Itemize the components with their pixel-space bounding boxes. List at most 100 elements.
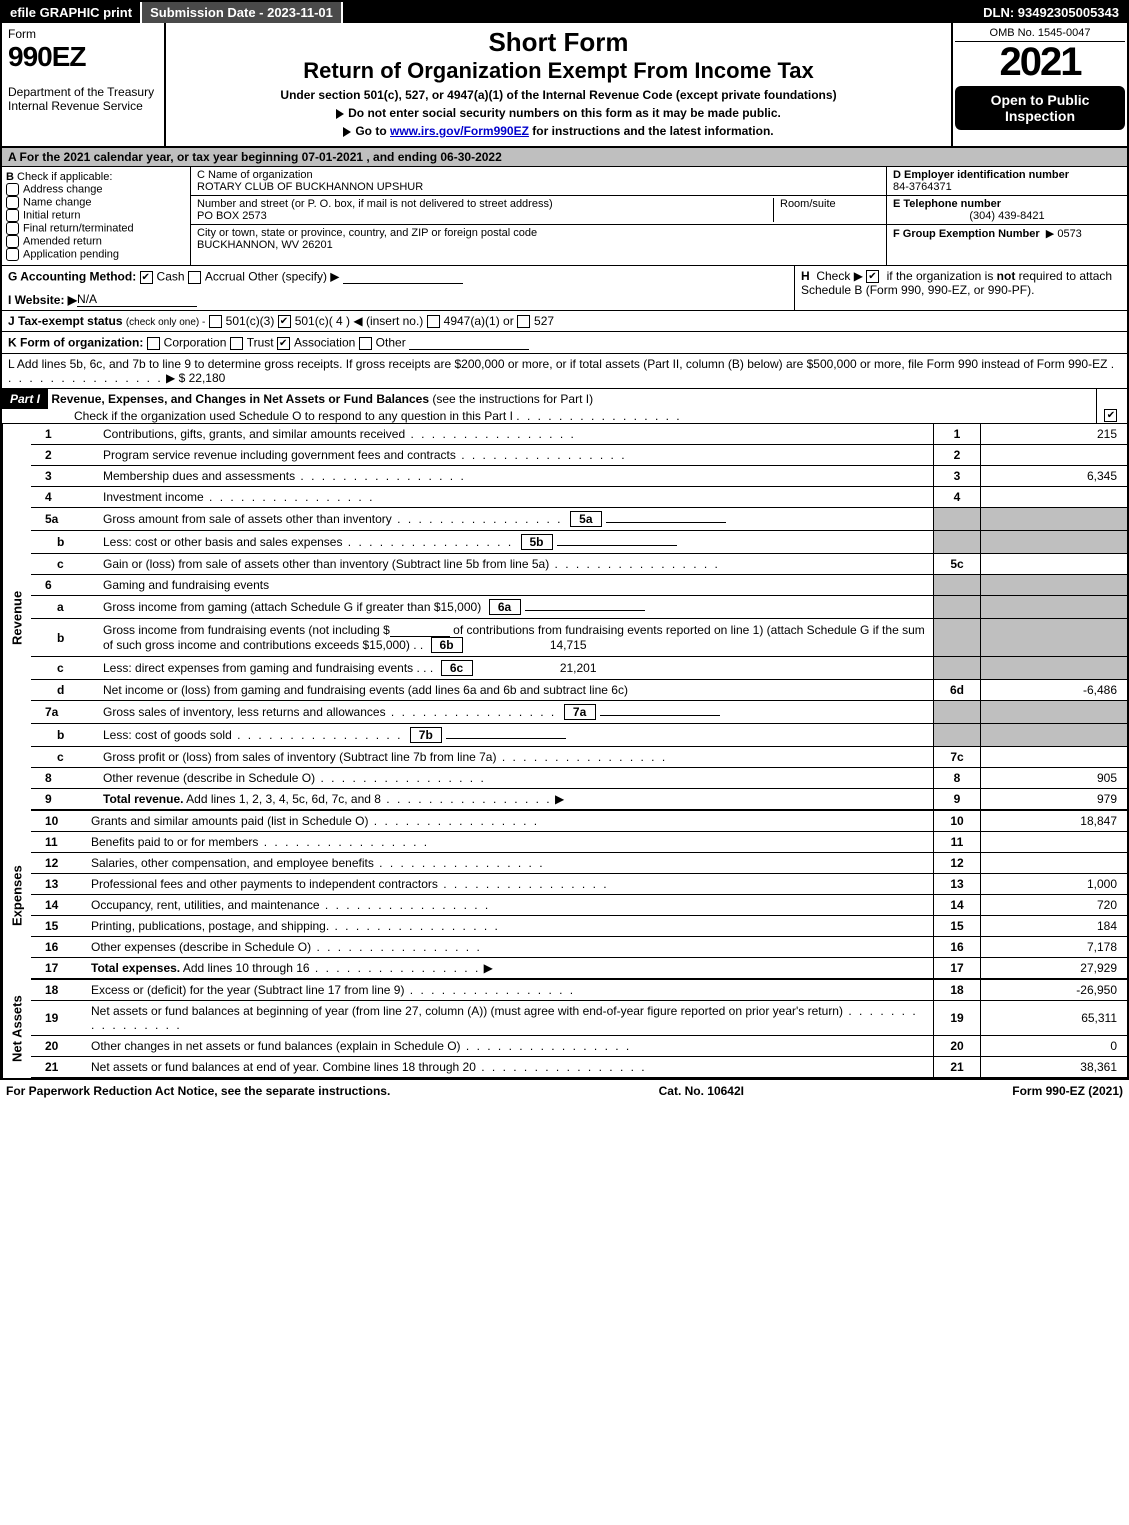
- line-21: 21Net assets or fund balances at end of …: [31, 1057, 1127, 1078]
- city-state-zip: BUCKHANNON, WV 26201: [197, 239, 333, 251]
- form-990ez: efile GRAPHIC print Submission Date - 20…: [0, 0, 1129, 1080]
- open-inspection: Open to Public Inspection: [955, 86, 1125, 130]
- header-left: Form 990EZ Department of the Treasury In…: [2, 23, 166, 146]
- arrow-icon: [343, 127, 351, 137]
- line-20: 20Other changes in net assets or fund ba…: [31, 1036, 1127, 1057]
- ssn-warning: Do not enter social security numbers on …: [170, 106, 947, 120]
- check-corp[interactable]: [147, 337, 160, 350]
- foot-mid: Cat. No. 10642I: [659, 1084, 744, 1098]
- netassets-section: Net Assets 18Excess or (deficit) for the…: [2, 980, 1127, 1078]
- check-final[interactable]: [6, 222, 19, 235]
- line-4: 4Investment income4: [31, 487, 1127, 508]
- check-527[interactable]: [517, 315, 530, 328]
- line-6c: cLess: direct expenses from gaming and f…: [31, 657, 1127, 680]
- line-2: 2Program service revenue including gover…: [31, 445, 1127, 466]
- line-6b: bGross income from fundraising events (n…: [31, 619, 1127, 657]
- tax-year: 2021: [955, 42, 1125, 82]
- dln: DLN: 93492305005343: [975, 2, 1127, 23]
- expenses-side-label: Expenses: [2, 811, 31, 980]
- header-right: OMB No. 1545-0047 2021 Open to Public In…: [951, 23, 1127, 146]
- expenses-section: Expenses 10Grants and similar amounts pa…: [2, 811, 1127, 980]
- irs-link[interactable]: www.irs.gov/Form990EZ: [390, 124, 529, 138]
- efile-print[interactable]: efile GRAPHIC print: [2, 2, 142, 23]
- goto-line: Go to www.irs.gov/Form990EZ for instruct…: [170, 124, 947, 138]
- line-8: 8Other revenue (describe in Schedule O)8…: [31, 768, 1127, 789]
- line-12: 12Salaries, other compensation, and empl…: [31, 853, 1127, 874]
- line-7b: bLess: cost of goods sold 7b: [31, 724, 1127, 747]
- netassets-side-label: Net Assets: [2, 980, 31, 1078]
- return-title: Return of Organization Exempt From Incom…: [170, 58, 947, 84]
- row-a-period: A For the 2021 calendar year, or tax yea…: [2, 148, 1127, 167]
- street: PO BOX 2573: [197, 210, 267, 222]
- line-17: 17Total expenses. Add lines 10 through 1…: [31, 958, 1127, 980]
- check-sched-o[interactable]: [1104, 409, 1117, 422]
- check-other-org[interactable]: [359, 337, 372, 350]
- phone: (304) 439-8421: [893, 210, 1121, 222]
- line-1: 1Contributions, gifts, grants, and simil…: [31, 424, 1127, 445]
- short-form-title: Short Form: [170, 27, 947, 58]
- under-section: Under section 501(c), 527, or 4947(a)(1)…: [170, 88, 947, 102]
- dept-line1: Department of the Treasury: [8, 85, 158, 99]
- line-16: 16Other expenses (describe in Schedule O…: [31, 937, 1127, 958]
- line-13: 13Professional fees and other payments t…: [31, 874, 1127, 895]
- line-7c: cGross profit or (loss) from sales of in…: [31, 747, 1127, 768]
- check-initial[interactable]: [6, 209, 19, 222]
- revenue-section: Revenue 1Contributions, gifts, grants, a…: [2, 424, 1127, 811]
- line-9: 9Total revenue. Add lines 1, 2, 3, 4, 5c…: [31, 789, 1127, 811]
- dept-line2: Internal Revenue Service: [8, 99, 158, 113]
- check-name[interactable]: [6, 196, 19, 209]
- submission-date: Submission Date - 2023-11-01: [142, 2, 343, 23]
- footer: For Paperwork Reduction Act Notice, see …: [0, 1080, 1129, 1102]
- form-header: Form 990EZ Department of the Treasury In…: [2, 23, 1127, 148]
- group-exemption: 0573: [1057, 228, 1081, 240]
- check-501c[interactable]: [278, 315, 291, 328]
- arrow-icon: [336, 109, 344, 119]
- info-block: B Check if applicable: Address change Na…: [2, 167, 1127, 266]
- check-trust[interactable]: [230, 337, 243, 350]
- foot-left: For Paperwork Reduction Act Notice, see …: [6, 1084, 390, 1098]
- website: N/A: [77, 292, 197, 307]
- box-j: J Tax-exempt status (check only one) - 5…: [2, 311, 1127, 332]
- gross-receipts: $ 22,180: [179, 371, 226, 385]
- check-accrual[interactable]: [188, 271, 201, 284]
- line-6a: aGross income from gaming (attach Schedu…: [31, 596, 1127, 619]
- line-5a: 5aGross amount from sale of assets other…: [31, 508, 1127, 531]
- check-amended[interactable]: [6, 235, 19, 248]
- line-18: 18Excess or (deficit) for the year (Subt…: [31, 980, 1127, 1001]
- line-3: 3Membership dues and assessments36,345: [31, 466, 1127, 487]
- box-h: H Check ▶ if the organization is not req…: [794, 266, 1127, 310]
- line-7a: 7aGross sales of inventory, less returns…: [31, 701, 1127, 724]
- box-b: B Check if applicable: Address change Na…: [2, 167, 191, 265]
- room-suite: Room/suite: [773, 198, 880, 222]
- line-15: 15Printing, publications, postage, and s…: [31, 916, 1127, 937]
- line-11: 11Benefits paid to or for members11: [31, 832, 1127, 853]
- box-g: G Accounting Method: Cash Accrual Other …: [2, 266, 794, 310]
- line-6: 6Gaming and fundraising events: [31, 575, 1127, 596]
- top-bar: efile GRAPHIC print Submission Date - 20…: [2, 2, 1127, 23]
- check-4947[interactable]: [427, 315, 440, 328]
- check-assoc[interactable]: [277, 337, 290, 350]
- line-6d: dNet income or (loss) from gaming and fu…: [31, 680, 1127, 701]
- org-name: ROTARY CLUB OF BUCKHANNON UPSHUR: [197, 181, 423, 193]
- box-k: K Form of organization: Corporation Trus…: [2, 332, 1127, 354]
- ein: 84-3764371: [893, 181, 952, 193]
- check-501c3[interactable]: [209, 315, 222, 328]
- form-number: 990EZ: [8, 41, 158, 73]
- check-address[interactable]: [6, 183, 19, 196]
- box-c: C Name of organizationROTARY CLUB OF BUC…: [191, 167, 886, 265]
- line-5b: bLess: cost or other basis and sales exp…: [31, 531, 1127, 554]
- form-word: Form: [8, 27, 158, 41]
- revenue-side-label: Revenue: [2, 424, 31, 811]
- check-sched-b[interactable]: [866, 270, 879, 283]
- line-14: 14Occupancy, rent, utilities, and mainte…: [31, 895, 1127, 916]
- foot-right: Form 990-EZ (2021): [1012, 1084, 1123, 1098]
- check-pending[interactable]: [6, 248, 19, 261]
- line-19: 19Net assets or fund balances at beginni…: [31, 1001, 1127, 1036]
- line-5c: cGain or (loss) from sale of assets othe…: [31, 554, 1127, 575]
- check-cash[interactable]: [140, 271, 153, 284]
- box-l: L Add lines 5b, 6c, and 7b to line 9 to …: [2, 354, 1127, 389]
- line-10: 10Grants and similar amounts paid (list …: [31, 811, 1127, 832]
- box-def: D Employer identification number84-37643…: [886, 167, 1127, 265]
- header-mid: Short Form Return of Organization Exempt…: [166, 23, 951, 146]
- part1-header: Part I Revenue, Expenses, and Changes in…: [2, 389, 1127, 424]
